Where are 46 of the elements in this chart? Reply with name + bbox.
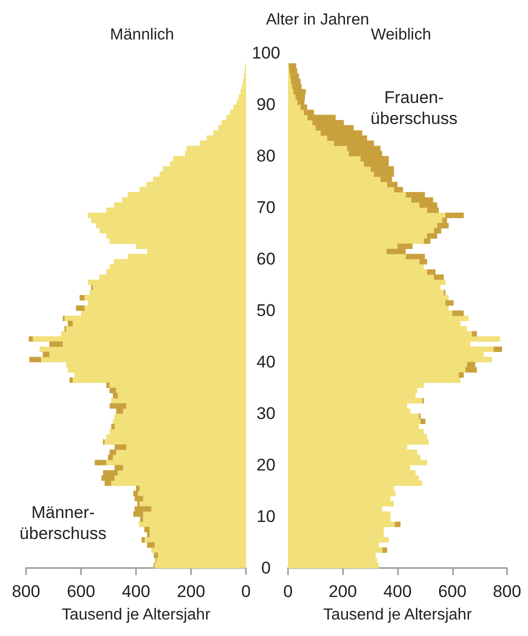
bar — [69, 377, 73, 383]
bar — [452, 310, 464, 316]
y-tick-label: 50 — [256, 301, 276, 320]
x-tick-label: 0 — [241, 582, 251, 601]
bar — [142, 537, 145, 543]
bar — [80, 295, 85, 300]
x-tick-label: 600 — [66, 582, 96, 601]
bar — [106, 382, 110, 388]
y-tick-label: 60 — [256, 250, 276, 268]
x-axis-title: Tausend je Altersjahr — [323, 606, 472, 624]
bar — [494, 346, 502, 352]
y-tick-label: 80 — [256, 146, 276, 166]
annotation: Männer- überschuss — [20, 503, 106, 543]
bar — [42, 352, 50, 358]
y-tick-label: 10 — [256, 507, 276, 526]
bar — [94, 460, 106, 466]
y-tick-label: 70 — [256, 198, 276, 217]
y-tick-label: 40 — [256, 352, 276, 372]
x-tick-label: 200 — [176, 582, 206, 601]
x-tick-label: 800 — [12, 582, 40, 601]
x-axis-title: Tausend je Altersjahr — [62, 606, 211, 624]
x-tick-label: 800 — [492, 582, 522, 601]
bar — [29, 356, 42, 362]
y-tick-label: 90 — [256, 95, 276, 114]
x-tick-label: 400 — [383, 582, 412, 601]
x-tick-label: 600 — [438, 582, 466, 601]
bar — [68, 320, 73, 326]
annotation: Frauen- überschuss — [370, 88, 458, 128]
x-tick-label: 200 — [328, 582, 357, 601]
y-tick-label: 20 — [256, 456, 276, 474]
bar — [111, 424, 115, 430]
x-tick-label: 0 — [283, 582, 293, 601]
bar — [76, 305, 85, 311]
y-tick-label: 30 — [256, 404, 276, 423]
bar — [382, 547, 388, 553]
bar — [394, 522, 401, 528]
bar — [49, 341, 63, 347]
bar — [458, 372, 464, 378]
x-tick-label: 400 — [122, 582, 150, 601]
y-axis-title: Alter in Jahren — [266, 12, 370, 28]
bar — [445, 300, 454, 306]
y-tick-label: 100 — [252, 44, 280, 62]
bar — [472, 331, 477, 337]
chart-title: Weiblich — [370, 26, 432, 44]
chart-title: Männlich — [110, 26, 174, 44]
y-tick-label: 0 — [261, 558, 271, 578]
